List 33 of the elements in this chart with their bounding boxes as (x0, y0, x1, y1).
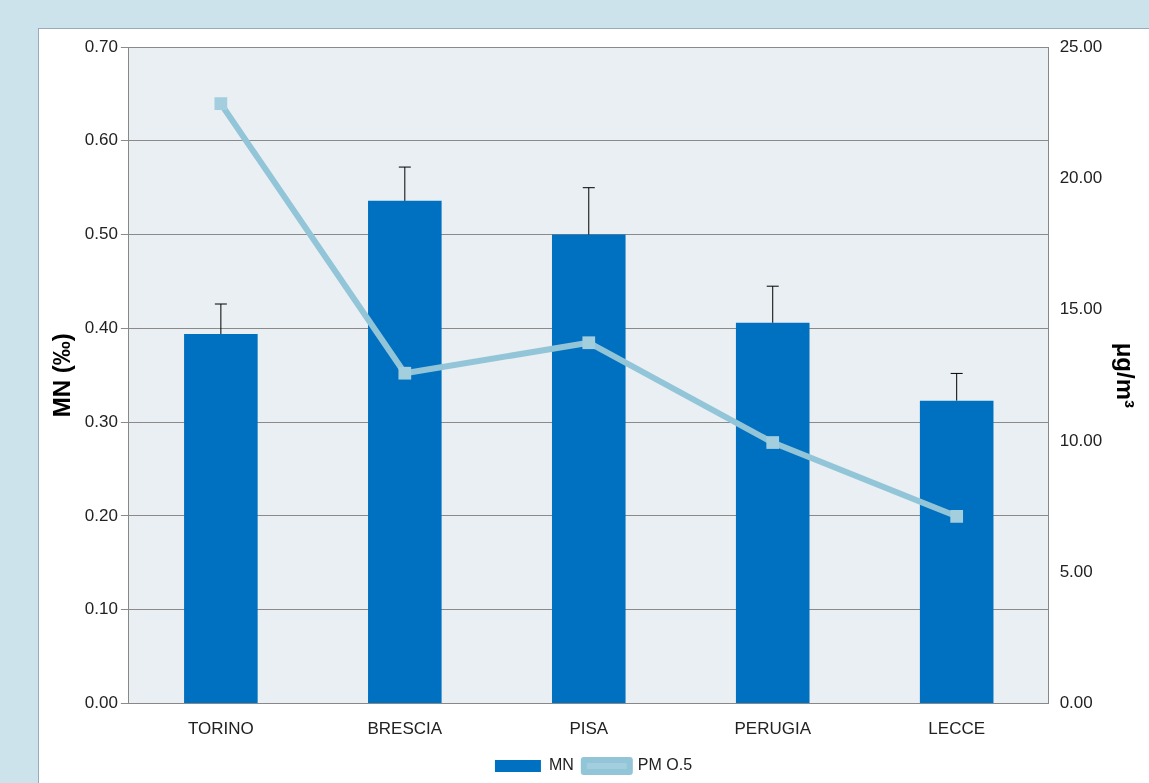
legend-label: MN (548, 756, 574, 774)
point (214, 97, 228, 111)
x-tick-label: PERUGIA (734, 719, 812, 739)
y2-tick-label: 25.00 (1059, 36, 1103, 56)
x-tick-label: PISA (569, 719, 609, 739)
y2-tick-label: 15.00 (1059, 299, 1103, 319)
y-tick-label: 0.00 (84, 693, 118, 713)
bar (735, 322, 810, 704)
y-tick-label: 0.20 (84, 505, 118, 525)
y-tick-label: 0.70 (84, 36, 118, 56)
y2-tick-label: 0.00 (1059, 693, 1093, 713)
y2-tick-label: 5.00 (1059, 561, 1093, 581)
point (766, 436, 780, 449)
y-tick-label: 0.30 (84, 411, 118, 431)
bar (919, 400, 994, 704)
y-tick-label: 0.40 (84, 318, 118, 338)
legend-label: PM O.5 (637, 756, 693, 774)
point (582, 336, 596, 350)
y2-axis-title: μg/m³ (1111, 342, 1139, 408)
y-tick-label: 0.10 (84, 599, 118, 619)
point (950, 509, 964, 523)
y-tick-label: 0.60 (84, 130, 118, 150)
bar (551, 234, 626, 704)
x-tick-label: BRESCIA (367, 719, 443, 739)
y-axis-title: MN (‰) (48, 333, 76, 418)
bar (368, 200, 442, 704)
x-tick-label: TORINO (187, 719, 254, 739)
y-tick-label: 0.50 (84, 224, 118, 244)
bar (184, 334, 258, 704)
y2-tick-label: 20.00 (1059, 168, 1103, 188)
y2-tick-label: 10.00 (1059, 430, 1103, 450)
point (398, 366, 412, 380)
x-tick-label: LECCE (928, 719, 986, 739)
